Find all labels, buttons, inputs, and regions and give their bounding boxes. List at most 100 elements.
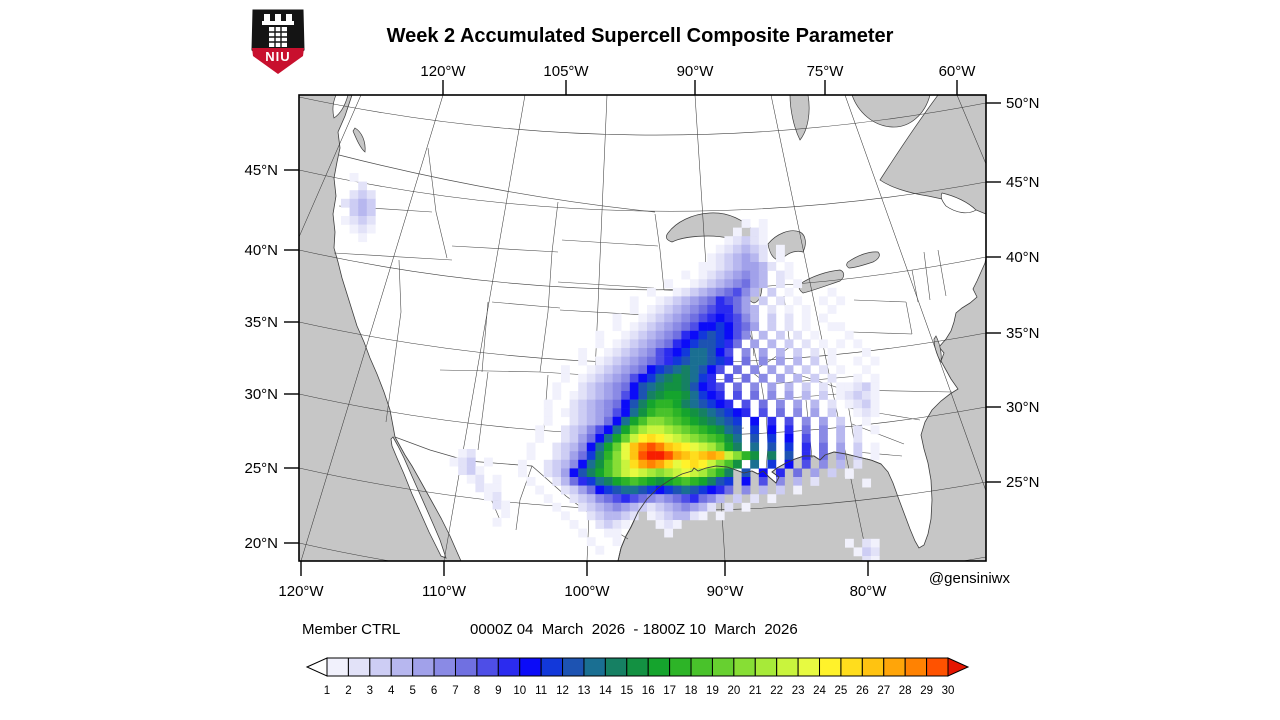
heatmap-cell bbox=[672, 502, 682, 512]
map bbox=[299, 95, 986, 561]
heatmap-cell bbox=[475, 466, 485, 476]
heatmap-cell bbox=[595, 494, 605, 504]
heatmap-cell bbox=[715, 485, 725, 495]
heatmap-cell bbox=[578, 434, 588, 443]
heatmap-cell bbox=[612, 408, 622, 418]
heatmap-cell bbox=[836, 296, 846, 306]
heatmap-cell bbox=[810, 468, 820, 478]
heatmap-cell bbox=[698, 459, 708, 469]
heatmap-cell bbox=[724, 502, 734, 512]
heatmap-cell bbox=[349, 216, 359, 225]
heatmap-cell bbox=[358, 224, 368, 234]
heatmap-cell bbox=[681, 442, 691, 452]
heatmap-cell bbox=[707, 485, 717, 495]
heatmap-cell bbox=[358, 216, 368, 225]
heatmap-cell bbox=[629, 339, 639, 349]
heatmap-cell bbox=[621, 416, 631, 426]
heatmap-cell bbox=[629, 296, 639, 306]
heatmap-cell bbox=[492, 474, 502, 484]
heatmap-cell bbox=[647, 468, 656, 478]
heatmap-cell bbox=[836, 365, 846, 375]
heatmap-cell bbox=[595, 468, 605, 478]
heatmap-cell bbox=[655, 382, 665, 392]
heatmap-cell bbox=[647, 356, 656, 366]
heatmap-cell bbox=[621, 408, 631, 418]
heatmap-cell bbox=[784, 416, 794, 426]
heatmap-cell bbox=[569, 425, 579, 435]
heatmap-cell bbox=[681, 270, 691, 280]
heatmap-cell bbox=[733, 494, 742, 504]
colorbar-cell bbox=[861, 657, 885, 677]
heatmap-cell bbox=[681, 434, 691, 443]
heatmap-cell bbox=[741, 262, 751, 271]
tick-label: 30°N bbox=[1006, 399, 1040, 416]
heatmap-cell bbox=[698, 365, 708, 375]
heatmap-cell bbox=[724, 477, 734, 486]
heatmap-cell bbox=[819, 425, 828, 435]
heatmap-cell bbox=[707, 365, 717, 375]
heatmap-cell bbox=[629, 373, 639, 383]
heatmap-cell bbox=[758, 408, 768, 418]
heatmap-cell bbox=[853, 425, 863, 435]
heatmap-cell bbox=[776, 330, 785, 340]
heatmap-cell bbox=[767, 434, 777, 443]
heatmap-cell bbox=[466, 466, 476, 476]
heatmap-cell bbox=[836, 434, 846, 443]
heatmap-cell bbox=[629, 485, 639, 495]
heatmap-cell bbox=[578, 502, 588, 512]
heatmap-cell bbox=[604, 425, 613, 435]
heatmap-cell bbox=[836, 416, 846, 426]
heatmap-cell bbox=[664, 416, 674, 426]
heatmap-cell bbox=[767, 322, 777, 332]
heatmap-cell bbox=[647, 391, 656, 400]
heatmap-cell bbox=[543, 408, 553, 418]
heatmap-cell bbox=[724, 399, 734, 409]
heatmap-cell bbox=[784, 313, 794, 323]
heatmap-cell bbox=[690, 373, 699, 383]
tick-label: 35°N bbox=[244, 314, 278, 331]
heatmap-cell bbox=[698, 296, 708, 306]
heatmap-cell bbox=[784, 459, 794, 469]
colorbar-cell bbox=[476, 657, 499, 677]
heatmap-cell bbox=[690, 425, 699, 435]
heatmap-cell bbox=[681, 494, 691, 504]
heatmap-cell bbox=[733, 408, 742, 418]
heatmap-cell bbox=[672, 468, 682, 478]
heatmap-cell bbox=[741, 270, 751, 280]
heatmap-cell bbox=[758, 236, 768, 246]
heatmap-cell bbox=[629, 468, 639, 478]
heatmap-cell bbox=[629, 408, 639, 418]
heatmap-cell bbox=[741, 253, 751, 263]
heatmap-cell bbox=[647, 399, 656, 409]
heatmap-cell bbox=[664, 296, 674, 306]
colorbar-cell bbox=[433, 657, 456, 677]
colorbar-cell bbox=[840, 657, 863, 677]
heatmap-cell bbox=[621, 502, 631, 512]
heatmap-cell bbox=[629, 322, 639, 332]
heatmap-cell bbox=[698, 477, 708, 486]
heatmap-cell bbox=[698, 356, 708, 366]
heatmap-cell bbox=[475, 483, 485, 493]
heatmap-cell bbox=[672, 356, 682, 366]
heatmap-cell bbox=[561, 511, 570, 521]
heatmap-cell bbox=[715, 511, 725, 521]
heatmap-cell bbox=[621, 391, 631, 400]
tick-label: 60°W bbox=[939, 63, 977, 80]
heatmap-cell bbox=[681, 502, 691, 512]
heatmap-cell bbox=[741, 296, 751, 306]
heatmap-cell bbox=[784, 262, 794, 271]
heatmap-cell bbox=[715, 313, 725, 323]
heatmap-cell bbox=[715, 348, 725, 357]
heatmap-cell bbox=[604, 382, 613, 392]
heatmap-cell bbox=[758, 262, 768, 271]
heatmap-cell bbox=[647, 313, 656, 323]
heatmap-cell bbox=[844, 391, 854, 400]
heatmap-cell bbox=[681, 459, 691, 469]
heatmap-cell bbox=[621, 459, 631, 469]
tick-label: 90°W bbox=[707, 583, 745, 600]
heatmap-cell bbox=[715, 244, 725, 254]
heatmap-cell bbox=[681, 365, 691, 375]
heatmap-cell bbox=[612, 451, 622, 461]
heatmap-cell bbox=[758, 399, 768, 409]
heatmap-cell bbox=[638, 468, 648, 478]
